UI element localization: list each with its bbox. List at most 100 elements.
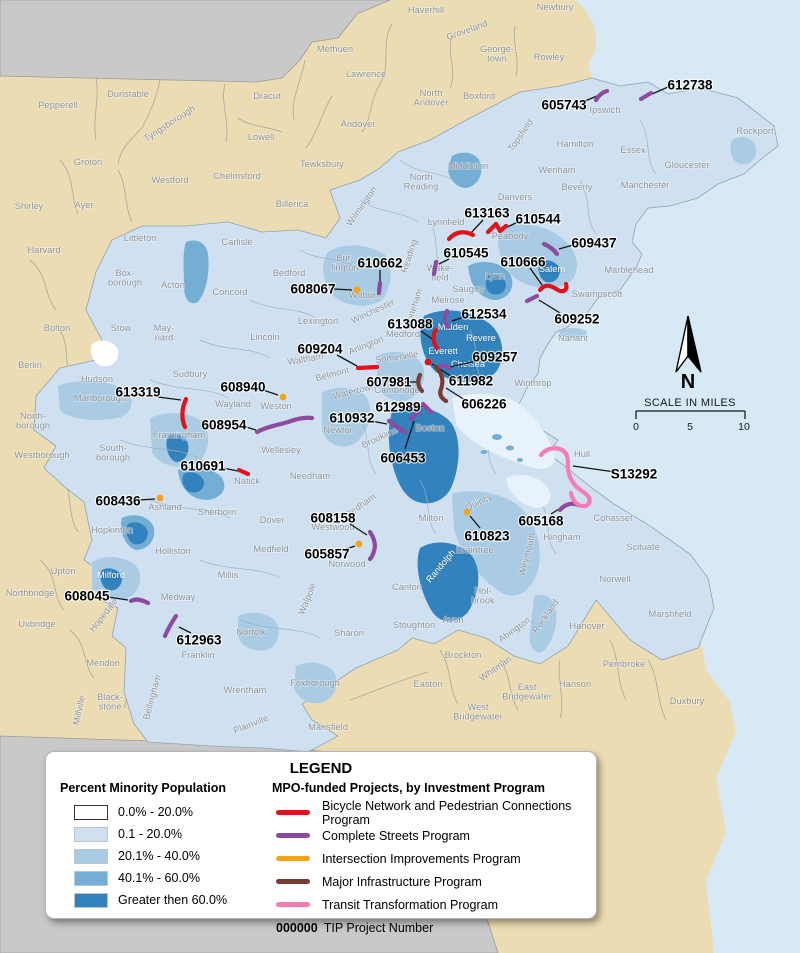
town-label: Harvard <box>27 245 60 255</box>
town-label: Upton <box>51 566 76 576</box>
legend-tip-row: 000000 TIP Project Number <box>272 916 582 939</box>
leader-line-608940 <box>262 389 279 396</box>
town-label: East Bridgewater <box>502 682 552 702</box>
project-label-609437: 609437 <box>571 236 616 251</box>
town-label: May-nard <box>154 323 175 343</box>
town-label: Framingham <box>153 430 205 440</box>
town-label: Wrentham <box>224 685 267 695</box>
town-label: Saugus <box>452 284 484 294</box>
project-line-612989 <box>420 401 434 415</box>
project-label-609204: 609204 <box>297 342 343 357</box>
town-label: Ashland <box>148 502 182 512</box>
town-label: Ipswich <box>589 105 620 115</box>
project-label-608940: 608940 <box>220 380 265 395</box>
minority-swatch <box>74 870 108 886</box>
project-line-613088 <box>431 327 440 351</box>
town-label: Duxbury <box>670 696 705 706</box>
project-label-610545: 610545 <box>443 246 489 261</box>
project-dot-608940 <box>279 393 287 401</box>
town-label: Hopkinton <box>91 525 133 535</box>
town-label: Northbridge <box>6 588 55 598</box>
project-label-610544: 610544 <box>515 212 561 227</box>
leader-line-608158 <box>349 523 368 536</box>
project-label-608158: 608158 <box>310 511 356 526</box>
town-label: Wellesley <box>261 445 301 455</box>
program-label: Bicycle Network and Pedestrian Connectio… <box>322 798 572 827</box>
town-label: Stow <box>111 323 132 333</box>
project-line-610691 <box>236 467 251 477</box>
town-label: Dunstable <box>107 89 149 99</box>
leader-line-610823 <box>469 515 481 529</box>
tip-sample: 000000 <box>276 920 318 935</box>
project-label-605857: 605857 <box>304 547 349 562</box>
boston-harbor <box>452 328 587 508</box>
town-label: Boxford <box>463 91 495 101</box>
town-label: Bedford <box>273 268 306 278</box>
legend-minority-class: Greater then 60.0% <box>60 889 272 911</box>
project-line-606226 <box>433 364 449 404</box>
legend-program-entry: Transit Transformation Program <box>272 893 582 916</box>
town-label: Lincoln <box>250 332 279 342</box>
town-label: Middleton <box>448 161 488 171</box>
legend-program-rows: Bicycle Network and Pedestrian Connectio… <box>272 798 582 916</box>
town-label: Malden <box>438 322 469 332</box>
project-label-608954: 608954 <box>201 418 247 433</box>
town-label: Hull <box>574 449 590 459</box>
project-line-609257 <box>435 363 452 371</box>
town-label: Lynnfield <box>428 217 465 227</box>
program-label: Intersection Improvements Program <box>322 851 521 866</box>
town-label: Winthrop <box>514 378 551 388</box>
town-label: Wenham <box>538 165 575 175</box>
scale-tick-10: 10 <box>738 421 750 433</box>
project-label-606226: 606226 <box>461 397 507 412</box>
project-label-609257: 609257 <box>472 350 517 365</box>
town-label: Billerica <box>276 199 309 209</box>
program-line-swatch <box>276 833 310 838</box>
leader-line-613163 <box>469 219 484 235</box>
town-label: Medfield <box>253 544 288 554</box>
legend-program-entry: Major Infrastructure Program <box>272 870 582 893</box>
project-line-610545 <box>431 259 439 277</box>
town-label: Stoughton <box>393 620 435 630</box>
town-label: West Bridgewater <box>453 702 503 722</box>
town-label: Chelmsford <box>213 171 261 181</box>
leader-line-613088 <box>420 330 433 340</box>
leader-line-605857 <box>342 545 356 551</box>
leader-line-609437 <box>558 244 574 250</box>
town-label: Chelsea <box>451 359 486 369</box>
project-line-607981 <box>416 372 425 394</box>
town-label: Boston <box>416 423 445 433</box>
project-label-610691: 610691 <box>180 459 226 474</box>
town-label: Newton <box>323 425 355 435</box>
project-label-613088: 613088 <box>387 317 433 332</box>
project-line-612738 <box>638 90 654 102</box>
town-label: Nahant <box>558 333 588 343</box>
town-label: Concord <box>212 287 247 297</box>
scale-tick-0: 0 <box>633 421 639 433</box>
town-label: Carlisle <box>222 237 253 247</box>
town-label: Woburn <box>349 290 381 300</box>
project-label-610823: 610823 <box>464 529 510 544</box>
leader-line-606453 <box>404 420 415 450</box>
project-line-609437 <box>541 241 560 257</box>
town-label: North-borough <box>16 411 50 431</box>
project-label-607981: 607981 <box>366 375 412 390</box>
town-label: Haverhill <box>408 5 444 15</box>
minority-swatch <box>74 892 108 908</box>
town-label: Gloucester <box>665 160 710 170</box>
project-line-609204 <box>355 364 380 371</box>
leader-line-613319 <box>157 396 182 401</box>
project-label-605168: 605168 <box>518 514 564 529</box>
project-label-610666: 610666 <box>500 255 546 270</box>
town-label: Berlin <box>18 360 42 370</box>
town-label: Ayer <box>75 200 94 210</box>
town-label: Littleton <box>124 233 157 243</box>
project-label-606453: 606453 <box>380 451 426 466</box>
town-label: Scituate <box>626 542 660 552</box>
leader-line-610666 <box>529 267 543 286</box>
project-line-608158 <box>367 529 377 562</box>
town-label: Foxborough <box>290 678 340 688</box>
town-label: Norwood <box>328 559 365 569</box>
town-label: Lynn <box>485 271 505 281</box>
town-label: Danvers <box>498 192 533 202</box>
